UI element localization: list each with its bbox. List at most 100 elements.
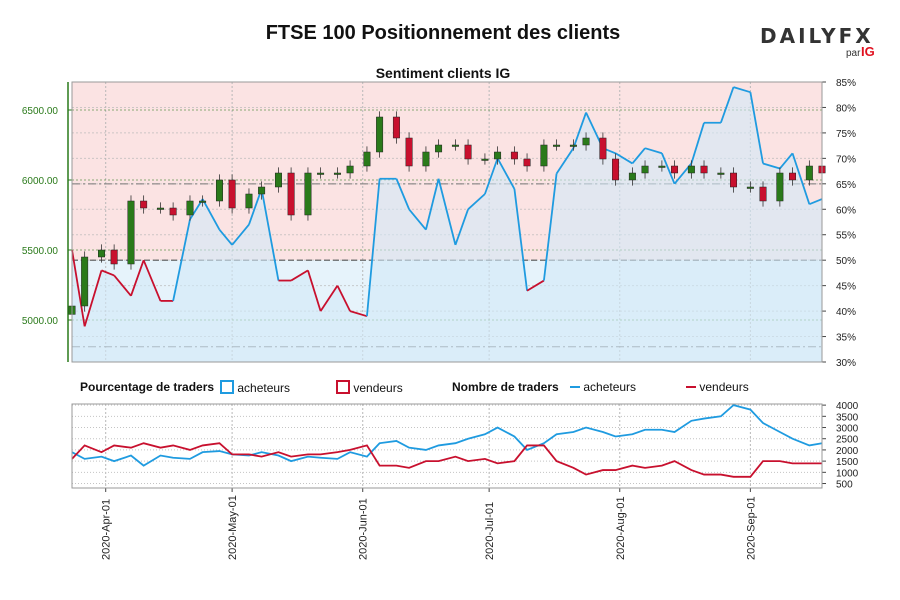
count-sellers-line — [71, 442, 822, 478]
candle-body — [641, 165, 649, 174]
pct-line-segment — [71, 249, 86, 327]
pct-line-segment — [749, 92, 764, 164]
x-tick-label: 2020-Jul-01 — [484, 502, 496, 560]
logo-ig: IG — [861, 44, 875, 59]
dailyfx-logo: DAILYFX par IG — [760, 24, 875, 64]
legend-count-sellers: vendeurs — [686, 380, 749, 394]
count-buyers-line — [71, 404, 823, 467]
pct-tick-label: 45% — [836, 282, 856, 293]
price-tick-label: 5000.00 — [22, 316, 59, 327]
candle-body — [127, 200, 135, 265]
pct-line-segment — [513, 188, 528, 291]
pct-line-segment — [172, 219, 191, 302]
candle-body — [805, 165, 813, 181]
legend-count-buyers-label: acheteurs — [583, 380, 637, 394]
candle-body — [215, 179, 223, 202]
pct-line-segment — [142, 259, 162, 302]
pct-line-segment — [336, 285, 351, 312]
candle-body — [169, 207, 177, 216]
candle-body — [245, 193, 253, 209]
pct-line-segment — [395, 178, 410, 210]
pct-line-segment — [762, 162, 781, 170]
legend-count-buyers: acheteurs — [570, 380, 636, 394]
candle-body — [140, 200, 148, 209]
pct-line-segment — [644, 147, 663, 155]
legend-pct-title: Pourcentage de traders — [80, 380, 215, 394]
x-tick-label: 2020-May-01 — [227, 495, 239, 560]
pct-line-segment — [319, 285, 339, 312]
pct-line-segment — [615, 152, 633, 165]
pct-line-segment — [526, 279, 545, 292]
pct-line-segment — [218, 229, 233, 246]
count-tick-label: 3000 — [836, 424, 859, 435]
pct-line-segment — [496, 157, 516, 190]
chart-title: FTSE 100 Positionnement des clients — [265, 22, 621, 44]
pct-line-segment — [408, 208, 427, 231]
pct-line-segment — [572, 112, 587, 149]
logo-by: par — [846, 48, 861, 59]
candle-body — [98, 249, 105, 258]
candle-body — [435, 144, 443, 153]
pct-line-segment — [779, 152, 794, 170]
count-tick-label: 4000 — [836, 401, 859, 412]
chart-subtitle: Sentiment clients IG — [375, 65, 511, 81]
candle-body — [569, 144, 577, 147]
pct-line-segment — [260, 188, 280, 281]
candle-body — [481, 158, 489, 161]
pct-line-segment — [113, 274, 132, 297]
legend: Pourcentage de traders acheteurs vendeur… — [0, 380, 900, 396]
candle-body — [687, 165, 695, 174]
pct-line-segment — [690, 122, 705, 164]
candle-body — [392, 116, 400, 139]
pct-tick-label: 35% — [836, 333, 856, 344]
pct-line-segment — [248, 188, 263, 225]
pct-line-segment — [425, 178, 440, 230]
candle-body — [186, 200, 194, 216]
candle-body — [304, 172, 312, 216]
pct-tick-label: 70% — [836, 154, 856, 165]
candle-body — [451, 144, 459, 147]
candle-body — [333, 172, 341, 175]
candle-body — [464, 144, 472, 160]
candle-body — [422, 151, 430, 167]
pct-line-segment — [83, 270, 103, 327]
count-tick-label: 500 — [836, 480, 853, 491]
legend-count-title: Nombre de traders — [452, 380, 559, 394]
count-tick-label: 3500 — [836, 412, 859, 423]
candle-body — [553, 144, 561, 147]
pct-tick-label: 75% — [836, 129, 856, 140]
candle-body — [776, 172, 784, 202]
candle-body — [156, 207, 164, 210]
pct-tick-label: 85% — [836, 78, 856, 89]
pct-line-segment — [733, 86, 751, 94]
count-tick-label: 2000 — [836, 446, 859, 457]
legend-pct-buyers-label: acheteurs — [237, 381, 291, 395]
buyers-pct-area — [72, 87, 822, 362]
candle-body — [717, 172, 725, 175]
pct-line-segment — [484, 158, 499, 195]
candle-body — [258, 186, 266, 195]
candle-body — [494, 151, 502, 160]
legend-count-sellers-label: vendeurs — [699, 380, 749, 394]
x-tick-label: 2020-Apr-01 — [101, 499, 113, 560]
legend-pct-sellers: vendeurs — [336, 380, 403, 395]
candle-body — [789, 172, 796, 181]
pct-tick-label: 80% — [836, 103, 856, 114]
candle-body — [730, 172, 738, 188]
candle-body — [376, 116, 384, 153]
pct-tick-label: 30% — [836, 358, 856, 369]
count-tick-label: 2500 — [836, 435, 859, 446]
legend-pct-sellers-label: vendeurs — [353, 381, 403, 395]
pct-line-segment — [720, 86, 735, 124]
candle-body — [510, 151, 518, 160]
candle-body — [599, 137, 607, 160]
candle-body — [540, 144, 548, 167]
pct-line-segment — [231, 223, 250, 246]
pct-line-segment — [366, 178, 381, 317]
pct-line-segment — [809, 198, 823, 206]
candle-body — [346, 165, 354, 174]
candle-body — [317, 172, 325, 175]
candle-body — [199, 200, 207, 203]
pct-line-segment — [101, 269, 115, 277]
pct-tick-label: 65% — [836, 180, 856, 191]
